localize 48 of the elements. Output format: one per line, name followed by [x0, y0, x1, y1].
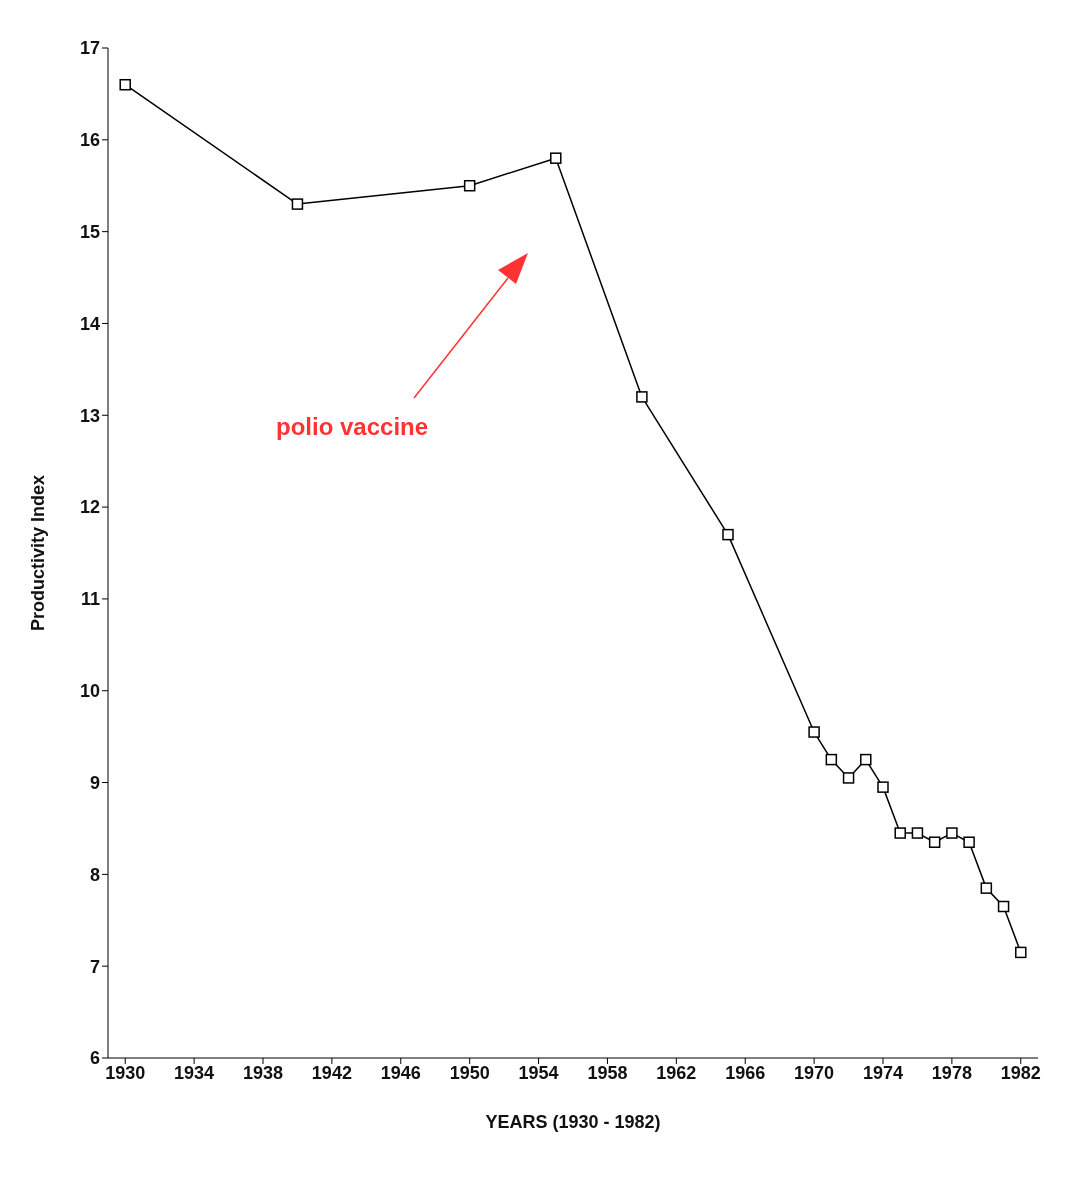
- x-tick-label: 1946: [380, 1062, 421, 1083]
- point: [1015, 946, 1027, 959]
- x-tick-label: 1958: [587, 1062, 628, 1083]
- y-tick-label: 9: [89, 772, 100, 793]
- point: [291, 198, 304, 210]
- point: [928, 836, 941, 848]
- x-tick-label: 1950: [449, 1062, 490, 1083]
- y-tick-label: 14: [79, 313, 100, 334]
- point: [636, 391, 648, 403]
- point: [997, 900, 1010, 913]
- x-tick-label: 1938: [242, 1062, 284, 1083]
- y-axis-title: Productivity Index: [28, 474, 49, 632]
- x-tick-label: 1978: [931, 1062, 972, 1083]
- y-tick-label: 13: [79, 405, 100, 426]
- y-tick-label: 17: [79, 38, 100, 59]
- y-tick-label: 7: [89, 956, 100, 977]
- x-tick-label: 1966: [725, 1062, 766, 1083]
- x-tick-label: 1954: [518, 1062, 559, 1083]
- x-tick-label: 1970: [794, 1062, 835, 1083]
- x-axis-title: YEARS (1930 - 1982): [485, 1112, 661, 1132]
- point: [808, 726, 820, 738]
- x-tick-label: 1930: [105, 1062, 146, 1083]
- y-tick-label: 16: [79, 130, 100, 151]
- point: [860, 753, 872, 766]
- y-tick-label: 10: [79, 681, 100, 702]
- x-tick-label: 1962: [656, 1062, 697, 1083]
- x-tick-label: 1942: [311, 1062, 352, 1083]
- point: [911, 827, 924, 839]
- annotation: polio vaccine: [276, 413, 429, 441]
- point: [463, 179, 476, 192]
- point: [946, 827, 958, 839]
- x-tick-label: 1974: [862, 1062, 904, 1083]
- point: [825, 753, 838, 766]
- point: [550, 152, 562, 164]
- x-tick-label: 1934: [174, 1062, 215, 1083]
- point: [119, 78, 131, 91]
- point: [877, 781, 889, 793]
- y-tick-label: 8: [89, 864, 100, 885]
- point: [980, 882, 993, 894]
- y-tick-label: 15: [79, 222, 100, 243]
- y-tick-label: 6: [89, 1048, 100, 1069]
- y-tick-label: 12: [79, 497, 100, 518]
- y-tick-label: 11: [80, 589, 100, 610]
- point: [894, 827, 906, 839]
- point: [963, 836, 975, 848]
- x-tick-label: 1982: [1000, 1062, 1041, 1083]
- point: [722, 528, 734, 541]
- point: [842, 772, 855, 784]
